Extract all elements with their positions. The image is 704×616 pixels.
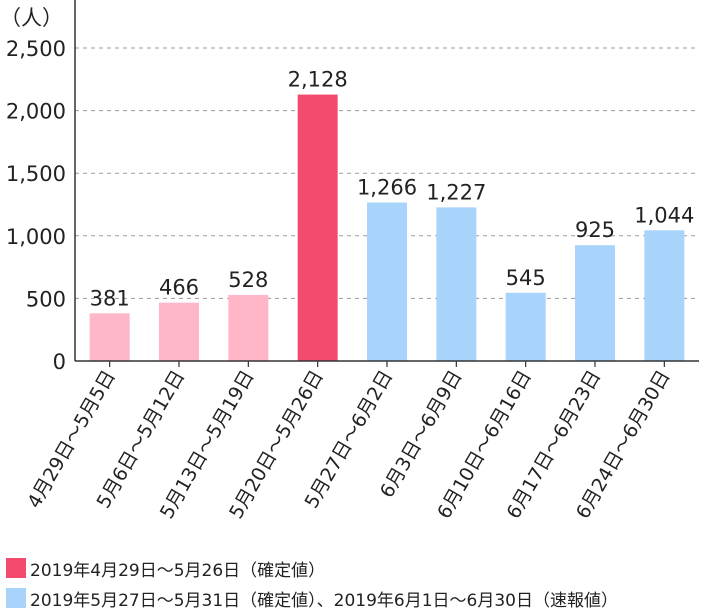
data-label: 528 bbox=[228, 268, 268, 292]
data-labels: 381 466 528 2,128 1,266 1,227 545 925 1,044 bbox=[90, 68, 695, 311]
data-label: 381 bbox=[90, 286, 130, 310]
bars bbox=[89, 94, 685, 361]
data-label: 925 bbox=[575, 218, 615, 242]
x-tick-labels: 4月29日～5月5日5月6日～5月12日5月13日～5月19日5月20日～5月2… bbox=[23, 367, 674, 523]
bar bbox=[159, 302, 199, 361]
y-tick-label: 1,000 bbox=[6, 225, 66, 249]
legend-label: 2019年5月27日～5月31日（確定値）、2019年6月1日～6月30日（速報… bbox=[30, 590, 619, 611]
bar bbox=[505, 292, 546, 361]
bar bbox=[228, 294, 269, 361]
y-tick-label: 500 bbox=[26, 287, 66, 311]
legend-label: 2019年4月29日～5月26日（確定値） bbox=[30, 560, 326, 581]
y-axis-unit: （人） bbox=[0, 6, 63, 30]
y-tick-labels: 0 500 1,000 1,500 2,000 2,500 bbox=[6, 37, 66, 374]
bar bbox=[89, 313, 130, 361]
bar-chart: 0 500 1,000 1,500 2,000 2,500 381 466 528 2,128 1… bbox=[0, 0, 699, 523]
y-tick-label: 2,500 bbox=[6, 37, 66, 61]
bar bbox=[297, 94, 338, 361]
legend-swatch-blue bbox=[6, 588, 26, 608]
bar bbox=[367, 202, 407, 361]
y-tick-label: 2,000 bbox=[6, 100, 66, 124]
bar bbox=[644, 230, 685, 361]
y-tick-label: 1,500 bbox=[6, 162, 66, 186]
bar bbox=[575, 245, 615, 361]
y-tick-label: 0 bbox=[53, 350, 66, 374]
legend-item-preliminary: 2019年5月27日～5月31日（確定値）、2019年6月1日～6月30日（速報… bbox=[6, 585, 704, 611]
data-label: 466 bbox=[159, 276, 199, 300]
data-label: 1,227 bbox=[426, 180, 486, 204]
data-label: 1,266 bbox=[357, 175, 417, 199]
bar bbox=[436, 207, 477, 361]
data-label: 545 bbox=[506, 266, 546, 290]
axes bbox=[74, 0, 699, 367]
data-label: 2,128 bbox=[288, 68, 348, 92]
legend-item-confirmed: 2019年4月29日～5月26日（確定値） bbox=[6, 555, 704, 581]
data-label: 1,044 bbox=[634, 203, 694, 227]
legend-swatch-red bbox=[6, 558, 26, 578]
